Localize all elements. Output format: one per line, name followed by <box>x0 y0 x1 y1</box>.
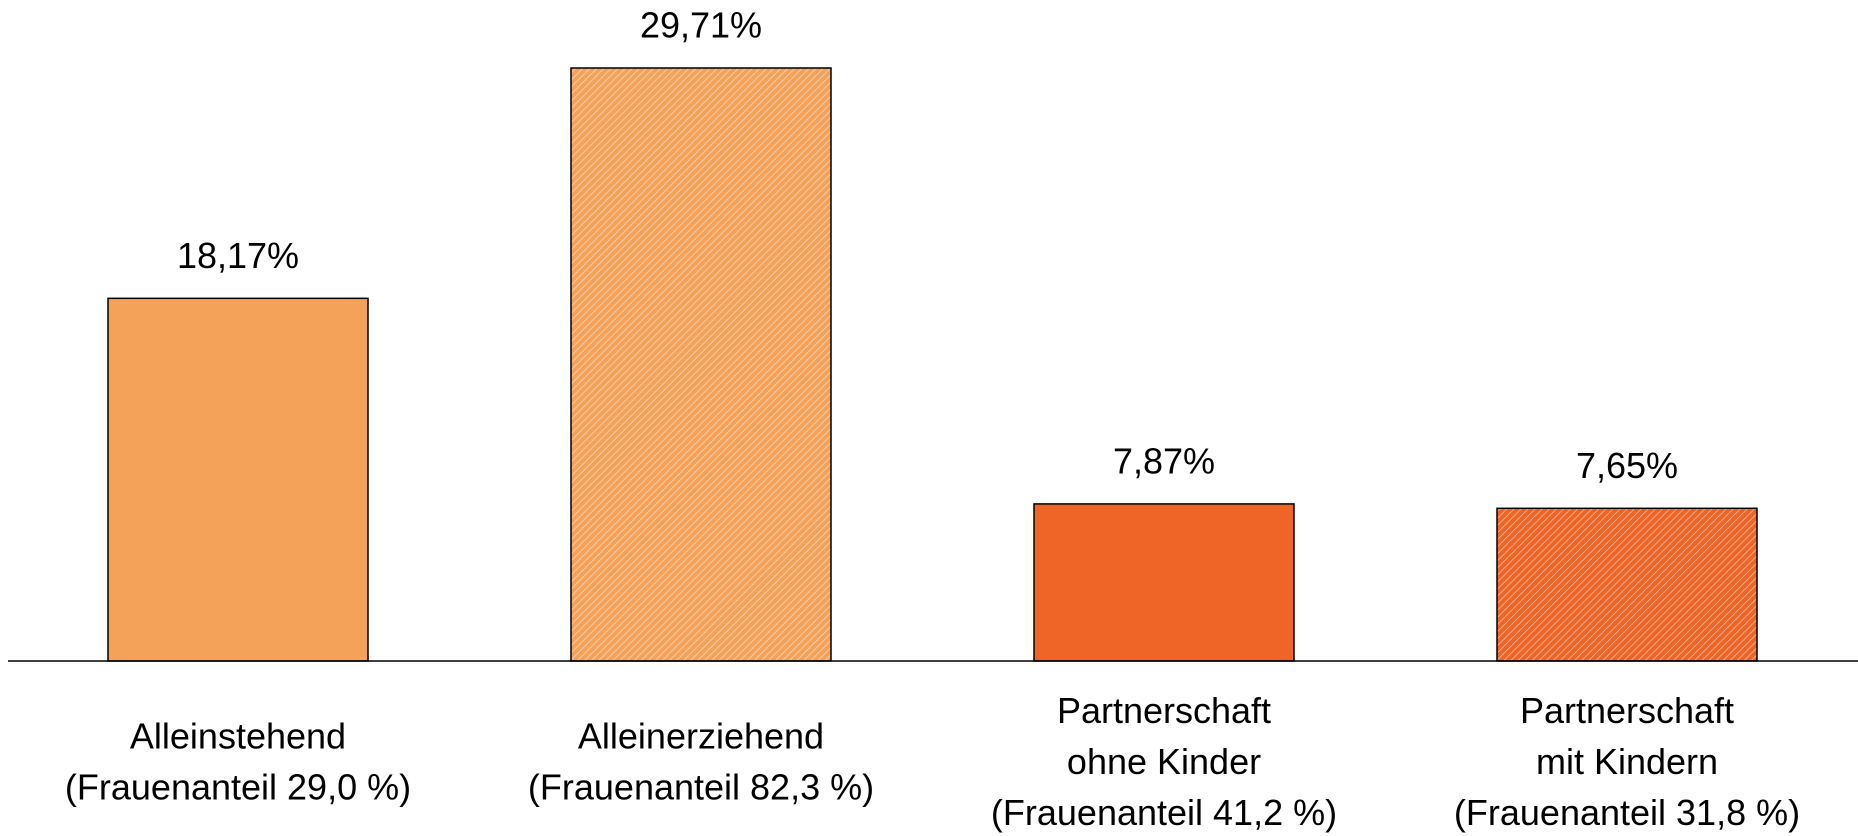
value-label: 18,17% <box>177 235 299 276</box>
x-tick-label: Partnerschaft mit Kindern (Frauenanteil 31… <box>1454 690 1800 833</box>
x-tick-label: Alleinerziehend (Frauenanteil 82,3 %) <box>528 715 874 807</box>
bar <box>1496 507 1758 662</box>
bar <box>1033 503 1295 662</box>
bar <box>570 67 832 662</box>
value-label: 7,87% <box>1113 440 1215 481</box>
value-label: 7,65% <box>1576 445 1678 486</box>
x-tick-label: Partnerschaft ohne Kinder (Frauenanteil 41… <box>991 690 1337 833</box>
value-label: 29,71% <box>640 5 762 46</box>
x-tick-label: Alleinstehend (Frauenanteil 29,0 %) <box>65 715 411 807</box>
bar <box>107 297 369 662</box>
